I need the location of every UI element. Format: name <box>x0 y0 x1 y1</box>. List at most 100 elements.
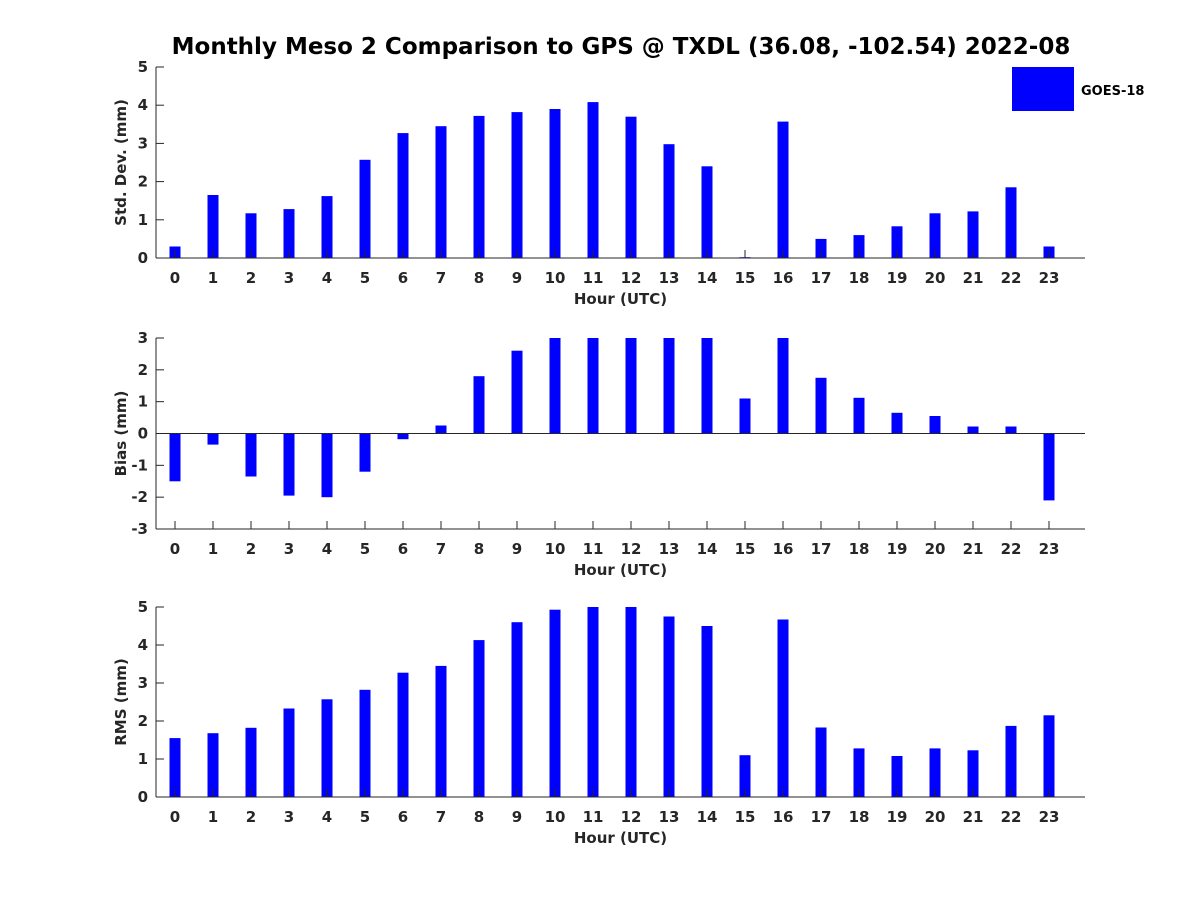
bar-20 <box>929 213 941 258</box>
bar-9 <box>511 622 523 797</box>
x-tick-label: 6 <box>398 540 408 558</box>
bar-12 <box>625 338 637 434</box>
x-tick-label: 7 <box>436 540 446 558</box>
x-tick-label: 11 <box>583 808 604 826</box>
bar-13 <box>663 338 675 434</box>
x-tick-label: 20 <box>925 808 946 826</box>
bar-7 <box>435 126 447 258</box>
bar-13 <box>663 144 675 258</box>
bar-4 <box>321 433 333 498</box>
x-axis-label: Hour (UTC) <box>574 290 667 308</box>
bar-12 <box>625 116 637 258</box>
x-tick-label: 21 <box>963 808 984 826</box>
x-tick-label: 21 <box>963 269 984 287</box>
x-tick-label: 12 <box>621 808 642 826</box>
bar-6 <box>397 133 409 258</box>
x-tick-label: 6 <box>398 269 408 287</box>
bar-17 <box>815 377 827 434</box>
x-tick-label: 8 <box>474 269 484 287</box>
x-tick-label: 5 <box>360 808 370 826</box>
bar-13 <box>663 616 675 797</box>
y-tick-label: -2 <box>131 488 148 506</box>
bar-20 <box>929 748 941 797</box>
x-tick-label: 2 <box>246 269 256 287</box>
bar-20 <box>929 416 941 434</box>
y-tick-label: 4 <box>138 636 148 654</box>
bar-0 <box>169 738 181 797</box>
bar-14 <box>701 338 713 434</box>
bar-23 <box>1043 433 1055 501</box>
y-tick-label: 1 <box>138 393 148 411</box>
x-tick-label: 5 <box>360 269 370 287</box>
x-tick-label: 12 <box>621 540 642 558</box>
bar-4 <box>321 196 333 258</box>
x-tick-label: 4 <box>322 808 332 826</box>
bar-21 <box>967 426 979 434</box>
bar-19 <box>891 412 903 434</box>
x-tick-label: 2 <box>246 540 256 558</box>
x-tick-label: 8 <box>474 808 484 826</box>
legend-label: GOES-18 <box>1081 84 1144 99</box>
x-tick-label: 7 <box>436 808 446 826</box>
x-tick-label: 6 <box>398 808 408 826</box>
y-axis-label: Std. Dev. (mm) <box>112 99 130 226</box>
y-axis-label: RMS (mm) <box>112 658 130 745</box>
bar-22 <box>1005 187 1017 258</box>
bar-18 <box>853 235 865 258</box>
y-tick-label: 1 <box>138 211 148 229</box>
y-tick-label: 3 <box>138 134 148 152</box>
x-tick-label: 9 <box>512 540 522 558</box>
bar-2 <box>245 433 257 477</box>
y-tick-label: -3 <box>131 520 148 538</box>
x-tick-label: 1 <box>208 269 218 287</box>
bar-1 <box>207 195 219 258</box>
x-tick-label: 17 <box>811 540 832 558</box>
x-axis-label: Hour (UTC) <box>574 561 667 579</box>
bar-18 <box>853 397 865 434</box>
legend-swatch <box>1012 67 1074 111</box>
bar-7 <box>435 425 447 434</box>
x-axis-label: Hour (UTC) <box>574 829 667 847</box>
x-tick-label: 11 <box>583 269 604 287</box>
y-tick-label: 2 <box>138 173 148 191</box>
bar-10 <box>549 609 561 797</box>
bar-21 <box>967 750 979 797</box>
x-tick-label: 16 <box>773 540 794 558</box>
x-tick-label: 9 <box>512 269 522 287</box>
bar-6 <box>397 433 409 440</box>
bar-9 <box>511 112 523 258</box>
x-tick-label: 22 <box>1001 808 1022 826</box>
bar-3 <box>283 708 295 797</box>
legend: GOES-18 <box>1012 67 1144 111</box>
bar-12 <box>625 607 637 797</box>
x-tick-label: 13 <box>659 269 680 287</box>
x-tick-label: 12 <box>621 269 642 287</box>
y-tick-label: 0 <box>138 425 148 443</box>
y-tick-label: 1 <box>138 750 148 768</box>
bar-18 <box>853 748 865 797</box>
x-tick-label: 17 <box>811 808 832 826</box>
x-tick-label: 17 <box>811 269 832 287</box>
x-tick-label: 19 <box>887 540 908 558</box>
x-tick-label: 3 <box>284 269 294 287</box>
bar-10 <box>549 338 561 434</box>
x-tick-label: 15 <box>735 269 756 287</box>
x-tick-label: 10 <box>545 269 566 287</box>
bar-17 <box>815 238 827 258</box>
x-tick-label: 0 <box>170 540 180 558</box>
bar-22 <box>1005 725 1017 797</box>
x-tick-label: 23 <box>1039 269 1060 287</box>
bar-23 <box>1043 715 1055 797</box>
bar-11 <box>587 338 599 434</box>
x-tick-label: 0 <box>170 269 180 287</box>
x-tick-label: 7 <box>436 269 446 287</box>
x-tick-label: 13 <box>659 808 680 826</box>
bar-22 <box>1005 426 1017 434</box>
bar-11 <box>587 607 599 797</box>
bar-14 <box>701 626 713 797</box>
